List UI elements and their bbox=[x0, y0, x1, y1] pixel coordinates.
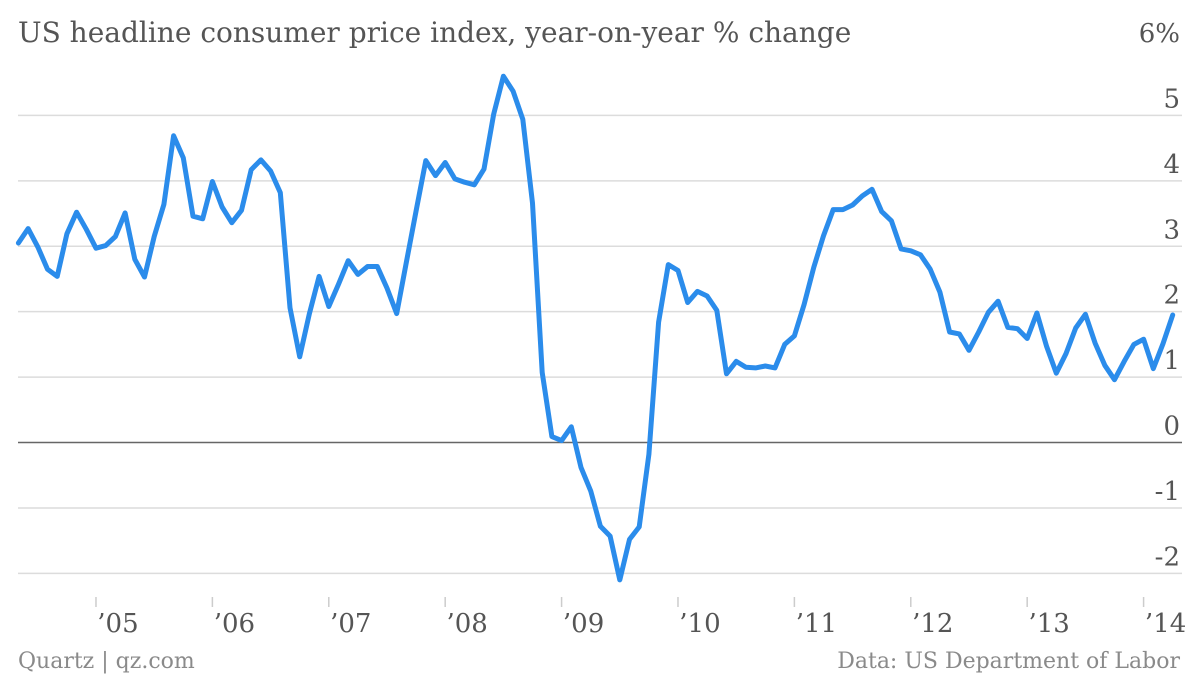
y-tick-label: 4 bbox=[1163, 150, 1180, 180]
x-tick-label: ’07 bbox=[330, 609, 371, 639]
x-tick-label: ’11 bbox=[796, 609, 837, 639]
y-tick-label: 5 bbox=[1163, 84, 1180, 114]
x-tick-label: ’05 bbox=[97, 609, 138, 639]
x-tick-label: ’06 bbox=[214, 609, 255, 639]
x-tick-label: ’13 bbox=[1029, 609, 1070, 639]
chart-title: US headline consumer price index, year-o… bbox=[18, 16, 851, 49]
x-tick-label: ’09 bbox=[563, 609, 604, 639]
source-left: Quartz | qz.com bbox=[18, 649, 195, 674]
x-tick-label: ’10 bbox=[679, 609, 720, 639]
x-tick-label: ’12 bbox=[912, 609, 953, 639]
y-tick-label: 6% bbox=[1139, 19, 1180, 49]
x-tick-label: ’08 bbox=[447, 609, 488, 639]
y-tick-label: 2 bbox=[1163, 281, 1180, 311]
x-axis-ticks: ’05 ’06 ’07 ’08 ’09 ’10 ’11 ’12 ’13 ’14 bbox=[95, 597, 1186, 639]
y-tick-label: -1 bbox=[1155, 477, 1180, 507]
y-axis-ticks: -2 -1 0 1 2 3 4 5 6% bbox=[1139, 19, 1180, 572]
y-tick-label: 1 bbox=[1163, 346, 1180, 376]
gridlines bbox=[18, 114, 1182, 575]
y-tick-label: 0 bbox=[1163, 412, 1180, 442]
y-tick-label: 3 bbox=[1163, 215, 1180, 245]
x-tick-label: ’14 bbox=[1145, 609, 1186, 639]
source-right: Data: US Department of Labor bbox=[837, 649, 1180, 674]
cpi-series-line bbox=[15, 73, 1176, 583]
y-tick-label: -2 bbox=[1155, 542, 1180, 572]
